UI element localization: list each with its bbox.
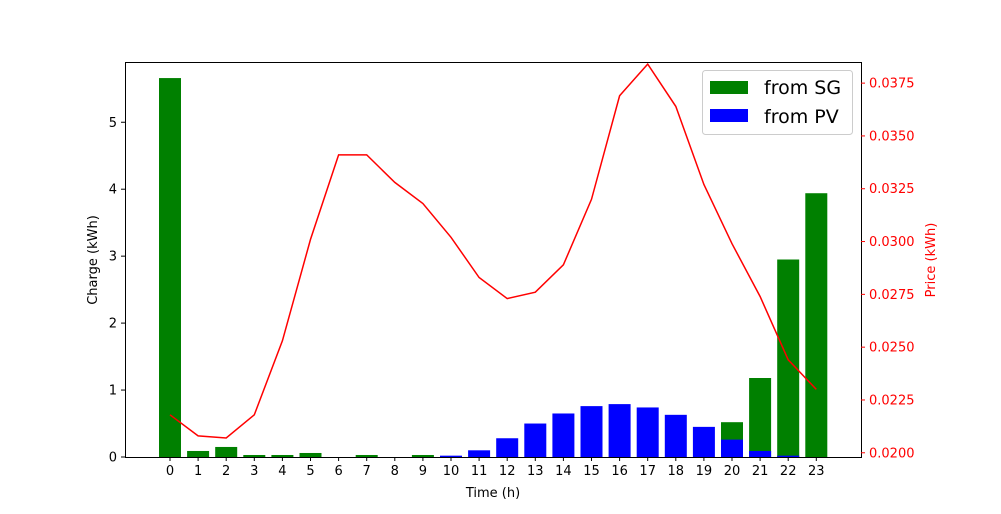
x-tick-label: 18 xyxy=(668,464,685,479)
x-tick-label: 19 xyxy=(696,464,713,479)
bar-pv-17 xyxy=(636,407,659,457)
bar-sg-1 xyxy=(187,450,210,457)
bar-pv-15 xyxy=(580,406,603,457)
y2-axis-title: Price (kWh) xyxy=(924,223,939,298)
x-tick-label: 9 xyxy=(419,464,427,479)
bar-sg-23 xyxy=(805,193,828,457)
x-tick-label: 8 xyxy=(391,464,399,479)
y-tick-label: 2 xyxy=(109,317,117,332)
legend-label-sg: from SG xyxy=(764,77,841,99)
bar-pv-21 xyxy=(749,450,772,457)
bar-pv-12 xyxy=(496,438,519,457)
x-tick-label: 7 xyxy=(363,464,371,479)
y-tick-label: 3 xyxy=(109,250,117,265)
bar-pv-13 xyxy=(524,423,547,457)
x-tick-label: 10 xyxy=(443,464,460,479)
y2-tick-label: 0.0250 xyxy=(869,341,915,356)
x-tick-label: 4 xyxy=(278,464,286,479)
x-axis-title: Time (h) xyxy=(465,486,520,501)
bar-pv-10 xyxy=(440,455,462,457)
bar-pv-19 xyxy=(692,426,715,457)
x-tick-label: 16 xyxy=(611,464,628,479)
y-tick-label: 0 xyxy=(109,451,117,466)
y-axis-left: 0 1 2 3 4 5 xyxy=(109,116,125,466)
legend-swatch-sg xyxy=(710,81,748,94)
bar-sg-3 xyxy=(243,454,266,457)
bar-sg-2 xyxy=(215,446,238,457)
x-tick-label: 14 xyxy=(555,464,572,479)
x-tick-label: 13 xyxy=(527,464,544,479)
x-tick-label: 2 xyxy=(222,464,230,479)
y2-tick-label: 0.0350 xyxy=(869,129,915,144)
x-tick-label: 1 xyxy=(194,464,202,479)
bar-sg-5 xyxy=(299,452,322,457)
y2-tick-label: 0.0275 xyxy=(869,288,915,303)
y2-tick-label: 0.0225 xyxy=(869,393,915,408)
x-axis: 0 1 2 3 4 5 6 7 8 9 10 11 12 13 14 15 16 17 18 19 20 21 22 23 xyxy=(166,457,825,479)
x-tick-label: 15 xyxy=(583,464,600,479)
bars-from-pv xyxy=(440,404,800,457)
y-tick-label: 5 xyxy=(109,116,117,131)
bar-sg-7 xyxy=(355,454,378,457)
x-tick-label: 23 xyxy=(808,464,825,479)
y-axis-title: Charge (kWh) xyxy=(86,215,101,305)
y2-tick-label: 0.0325 xyxy=(869,182,915,197)
bar-pv-11 xyxy=(468,450,491,457)
bar-pv-18 xyxy=(664,414,687,457)
x-tick-label: 3 xyxy=(250,464,258,479)
y2-tick-label: 0.0200 xyxy=(869,446,915,461)
x-tick-label: 17 xyxy=(639,464,656,479)
x-tick-label: 0 xyxy=(166,464,174,479)
legend-label-pv: from PV xyxy=(764,106,839,128)
x-tick-label: 6 xyxy=(334,464,342,479)
x-tick-label: 22 xyxy=(780,464,797,479)
legend-swatch-pv xyxy=(710,109,748,122)
bar-sg-21 xyxy=(749,378,772,457)
bar-pv-14 xyxy=(552,413,575,457)
y2-tick-label: 0.0375 xyxy=(869,77,915,92)
x-tick-label: 21 xyxy=(752,464,769,479)
legend: from SG from PV xyxy=(702,70,853,135)
price-line xyxy=(169,62,817,439)
x-tick-label: 5 xyxy=(306,464,314,479)
x-tick-label: 11 xyxy=(471,464,488,479)
bar-pv-22 xyxy=(777,455,800,457)
bar-sg-4 xyxy=(271,454,294,457)
y-tick-label: 1 xyxy=(109,384,117,399)
bar-sg-9 xyxy=(411,454,434,457)
plot-frame xyxy=(125,62,862,458)
y-axis-right: 0.0200 0.0225 0.0250 0.0275 0.0300 0.0325 0.03… xyxy=(861,77,915,461)
x-tick-label: 12 xyxy=(499,464,516,479)
bar-sg-0 xyxy=(159,78,181,457)
y-tick-label: 4 xyxy=(109,183,117,198)
y2-tick-label: 0.0300 xyxy=(869,235,915,250)
x-tick-label: 20 xyxy=(724,464,741,479)
bar-pv-16 xyxy=(608,404,631,457)
bar-pv-20 xyxy=(721,439,743,457)
